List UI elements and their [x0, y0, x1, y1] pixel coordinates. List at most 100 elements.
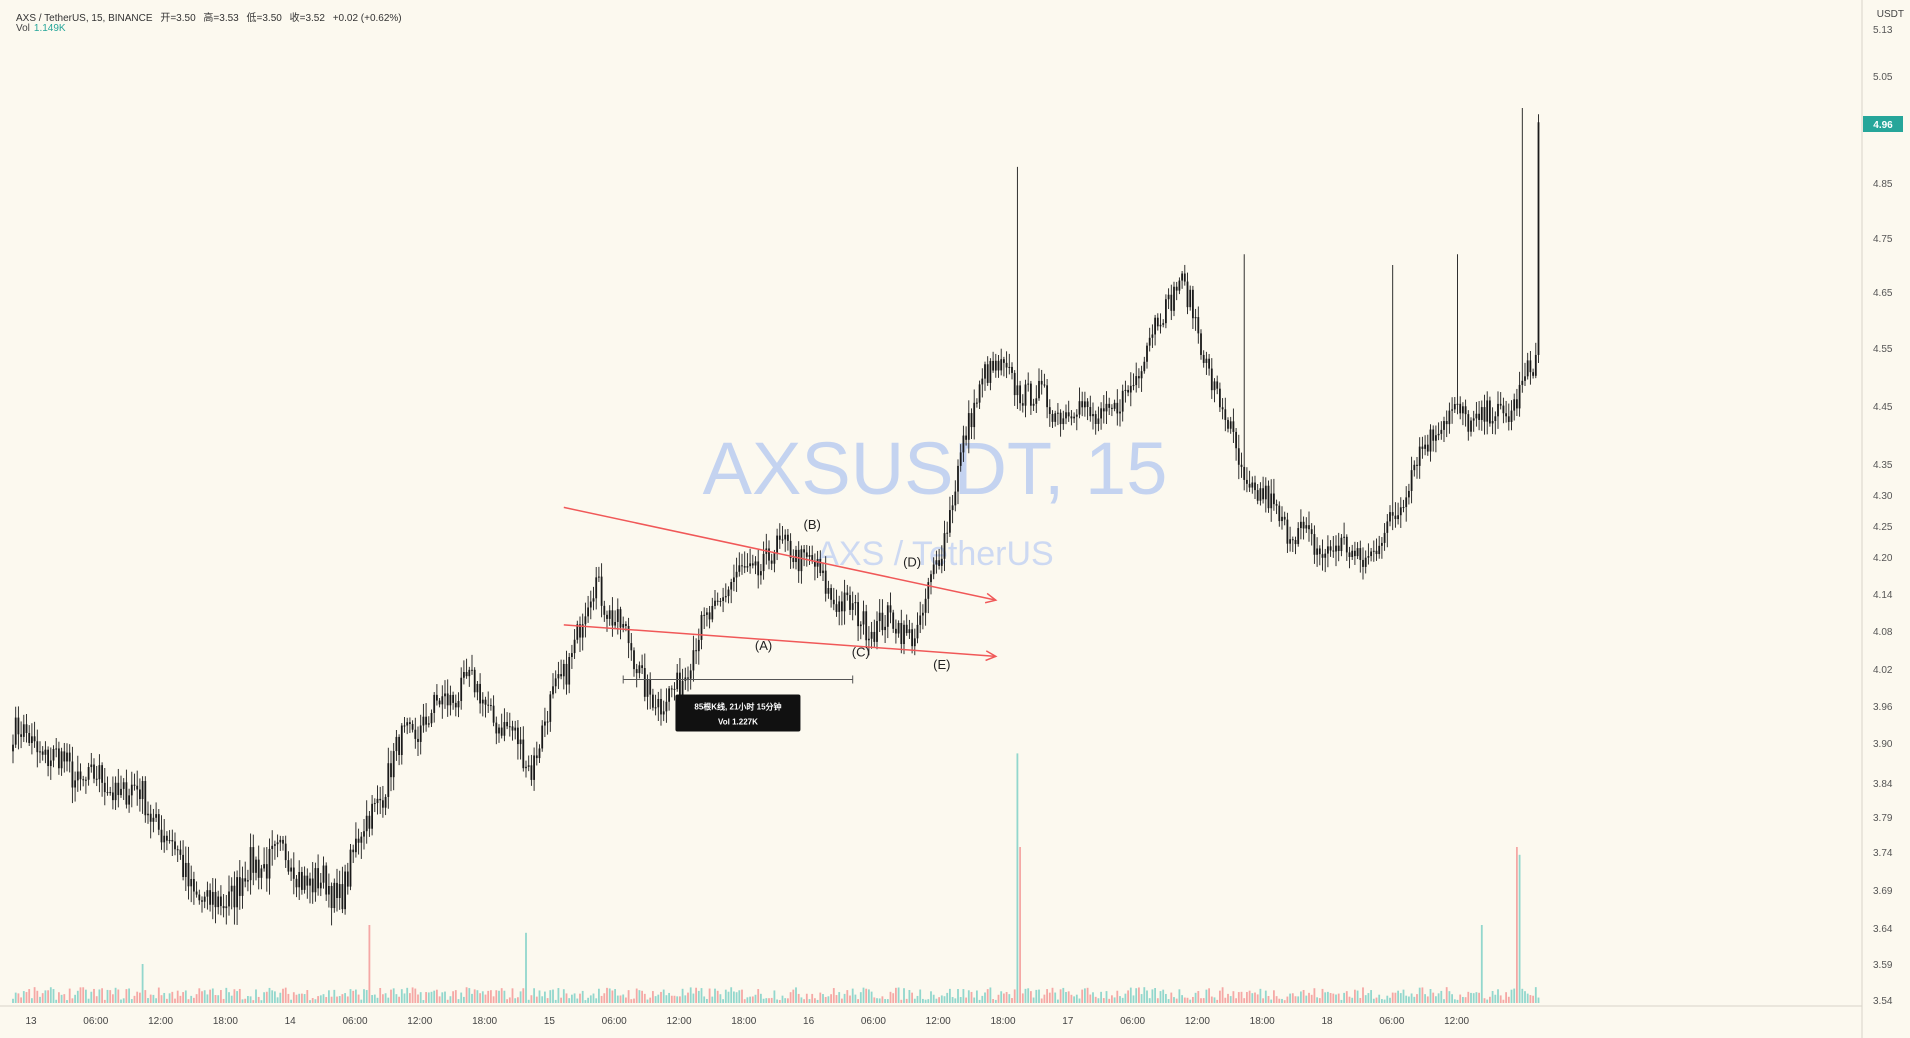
candle	[463, 660, 465, 685]
candle	[187, 846, 190, 900]
volume-bar	[1367, 993, 1370, 1003]
volume-bar	[1507, 996, 1510, 1003]
volume-bar	[1094, 996, 1097, 1003]
candle	[1345, 534, 1348, 561]
candle	[706, 607, 708, 627]
wave-label[interactable]: (A)	[755, 638, 772, 653]
volume-bar	[517, 997, 519, 1003]
candle	[376, 785, 379, 815]
wave-label[interactable]: (B)	[804, 517, 821, 532]
wave-label[interactable]: (E)	[933, 657, 950, 672]
upper-trendline[interactable]	[563, 506, 998, 604]
candle	[546, 710, 549, 735]
volume-bar	[522, 988, 525, 1003]
candle	[1318, 545, 1321, 566]
volume-bar	[568, 998, 571, 1003]
volume-bar	[657, 994, 660, 1003]
volume-bar	[773, 990, 776, 1003]
ohlc-change: +0.02 (+0.62%)	[332, 13, 402, 24]
candle	[962, 425, 965, 462]
lower-trendline[interactable]	[563, 624, 998, 662]
volume-bar	[103, 999, 106, 1003]
volume-bar	[1372, 998, 1375, 1003]
volume-bar	[1121, 997, 1124, 1003]
candle	[1372, 540, 1375, 562]
candle	[994, 353, 997, 378]
volume-bar	[157, 987, 160, 1003]
volume-bar	[1472, 993, 1475, 1003]
candle	[182, 840, 184, 881]
volume-bar	[255, 989, 257, 1003]
volume-bar	[52, 989, 55, 1003]
volume-bar	[868, 989, 870, 1003]
volume-bar	[222, 998, 225, 1003]
wave-label[interactable]: (C)	[852, 644, 870, 659]
candle	[58, 741, 60, 775]
candle	[1243, 254, 1246, 491]
currency-label[interactable]: USDT	[1876, 9, 1904, 20]
volume-bar	[1173, 997, 1175, 1003]
candle	[830, 584, 832, 608]
volume-bar	[787, 998, 789, 1003]
wave-label[interactable]: (D)	[903, 554, 921, 569]
candle	[1235, 428, 1237, 461]
measure-tool[interactable]: 85根K线, 21小时 15分钟 Vol 1.227K	[622, 675, 854, 732]
volume-bar	[1443, 999, 1445, 1003]
watermark-main: AXSUSDT, 15	[703, 427, 1168, 510]
volume-bar	[911, 992, 913, 1003]
candle	[1534, 342, 1537, 379]
x-tick-label: 06:00	[602, 1016, 627, 1027]
candle	[298, 860, 301, 900]
candle	[1507, 403, 1510, 431]
volume-bar	[654, 996, 657, 1003]
volume-bar	[1429, 989, 1432, 1003]
volume-bar	[1510, 989, 1513, 1003]
candle	[1459, 396, 1462, 420]
candle	[1173, 281, 1175, 317]
candle	[714, 589, 716, 610]
volume-bar	[684, 995, 687, 1003]
y-tick-label: 3.54	[1873, 996, 1893, 1007]
drawings-layer[interactable]: 85根K线, 21小时 15分钟 Vol 1.227K (A) (B) (C) (D) (E…	[563, 506, 998, 732]
volume-bar	[1135, 988, 1138, 1003]
volume-bar	[206, 994, 209, 1003]
volume-bar	[117, 989, 120, 1003]
candle	[1210, 358, 1213, 399]
candle	[384, 794, 387, 816]
candle	[800, 545, 803, 584]
ohlc-close: 收=3.52	[289, 13, 325, 24]
candle	[360, 832, 363, 859]
candle	[1186, 272, 1189, 315]
x-tick-label: 18:00	[990, 1016, 1015, 1027]
volume-label[interactable]: Vol	[16, 23, 30, 34]
last-price-tag[interactable]: 4.96	[1863, 116, 1903, 132]
volume-bar	[1343, 992, 1345, 1003]
candle	[908, 619, 911, 639]
volume-bar	[238, 988, 241, 1003]
candle	[36, 729, 39, 768]
candle	[490, 698, 492, 711]
candle	[1440, 421, 1443, 440]
volume-bar	[611, 990, 614, 1003]
volume-bar	[360, 999, 363, 1003]
candle	[1167, 288, 1170, 310]
candle	[282, 835, 284, 851]
y-tick-label: 3.69	[1873, 886, 1893, 897]
volume-bar	[859, 992, 862, 1003]
volume-bar	[79, 987, 82, 1003]
volume-bar	[819, 992, 822, 1003]
candle	[52, 745, 55, 768]
candle	[292, 852, 295, 895]
candle	[417, 726, 419, 756]
candle	[1497, 391, 1499, 429]
volume-bar	[1399, 993, 1402, 1003]
volume-bar	[1162, 989, 1165, 1003]
volume-bar	[317, 996, 319, 1003]
volume-bar	[338, 996, 341, 1003]
symbol-title[interactable]: AXS / TetherUS, 15, BINANCE	[16, 13, 153, 24]
candle	[525, 760, 527, 778]
volume-bar	[365, 990, 368, 1003]
volume-bar	[1003, 993, 1005, 1003]
